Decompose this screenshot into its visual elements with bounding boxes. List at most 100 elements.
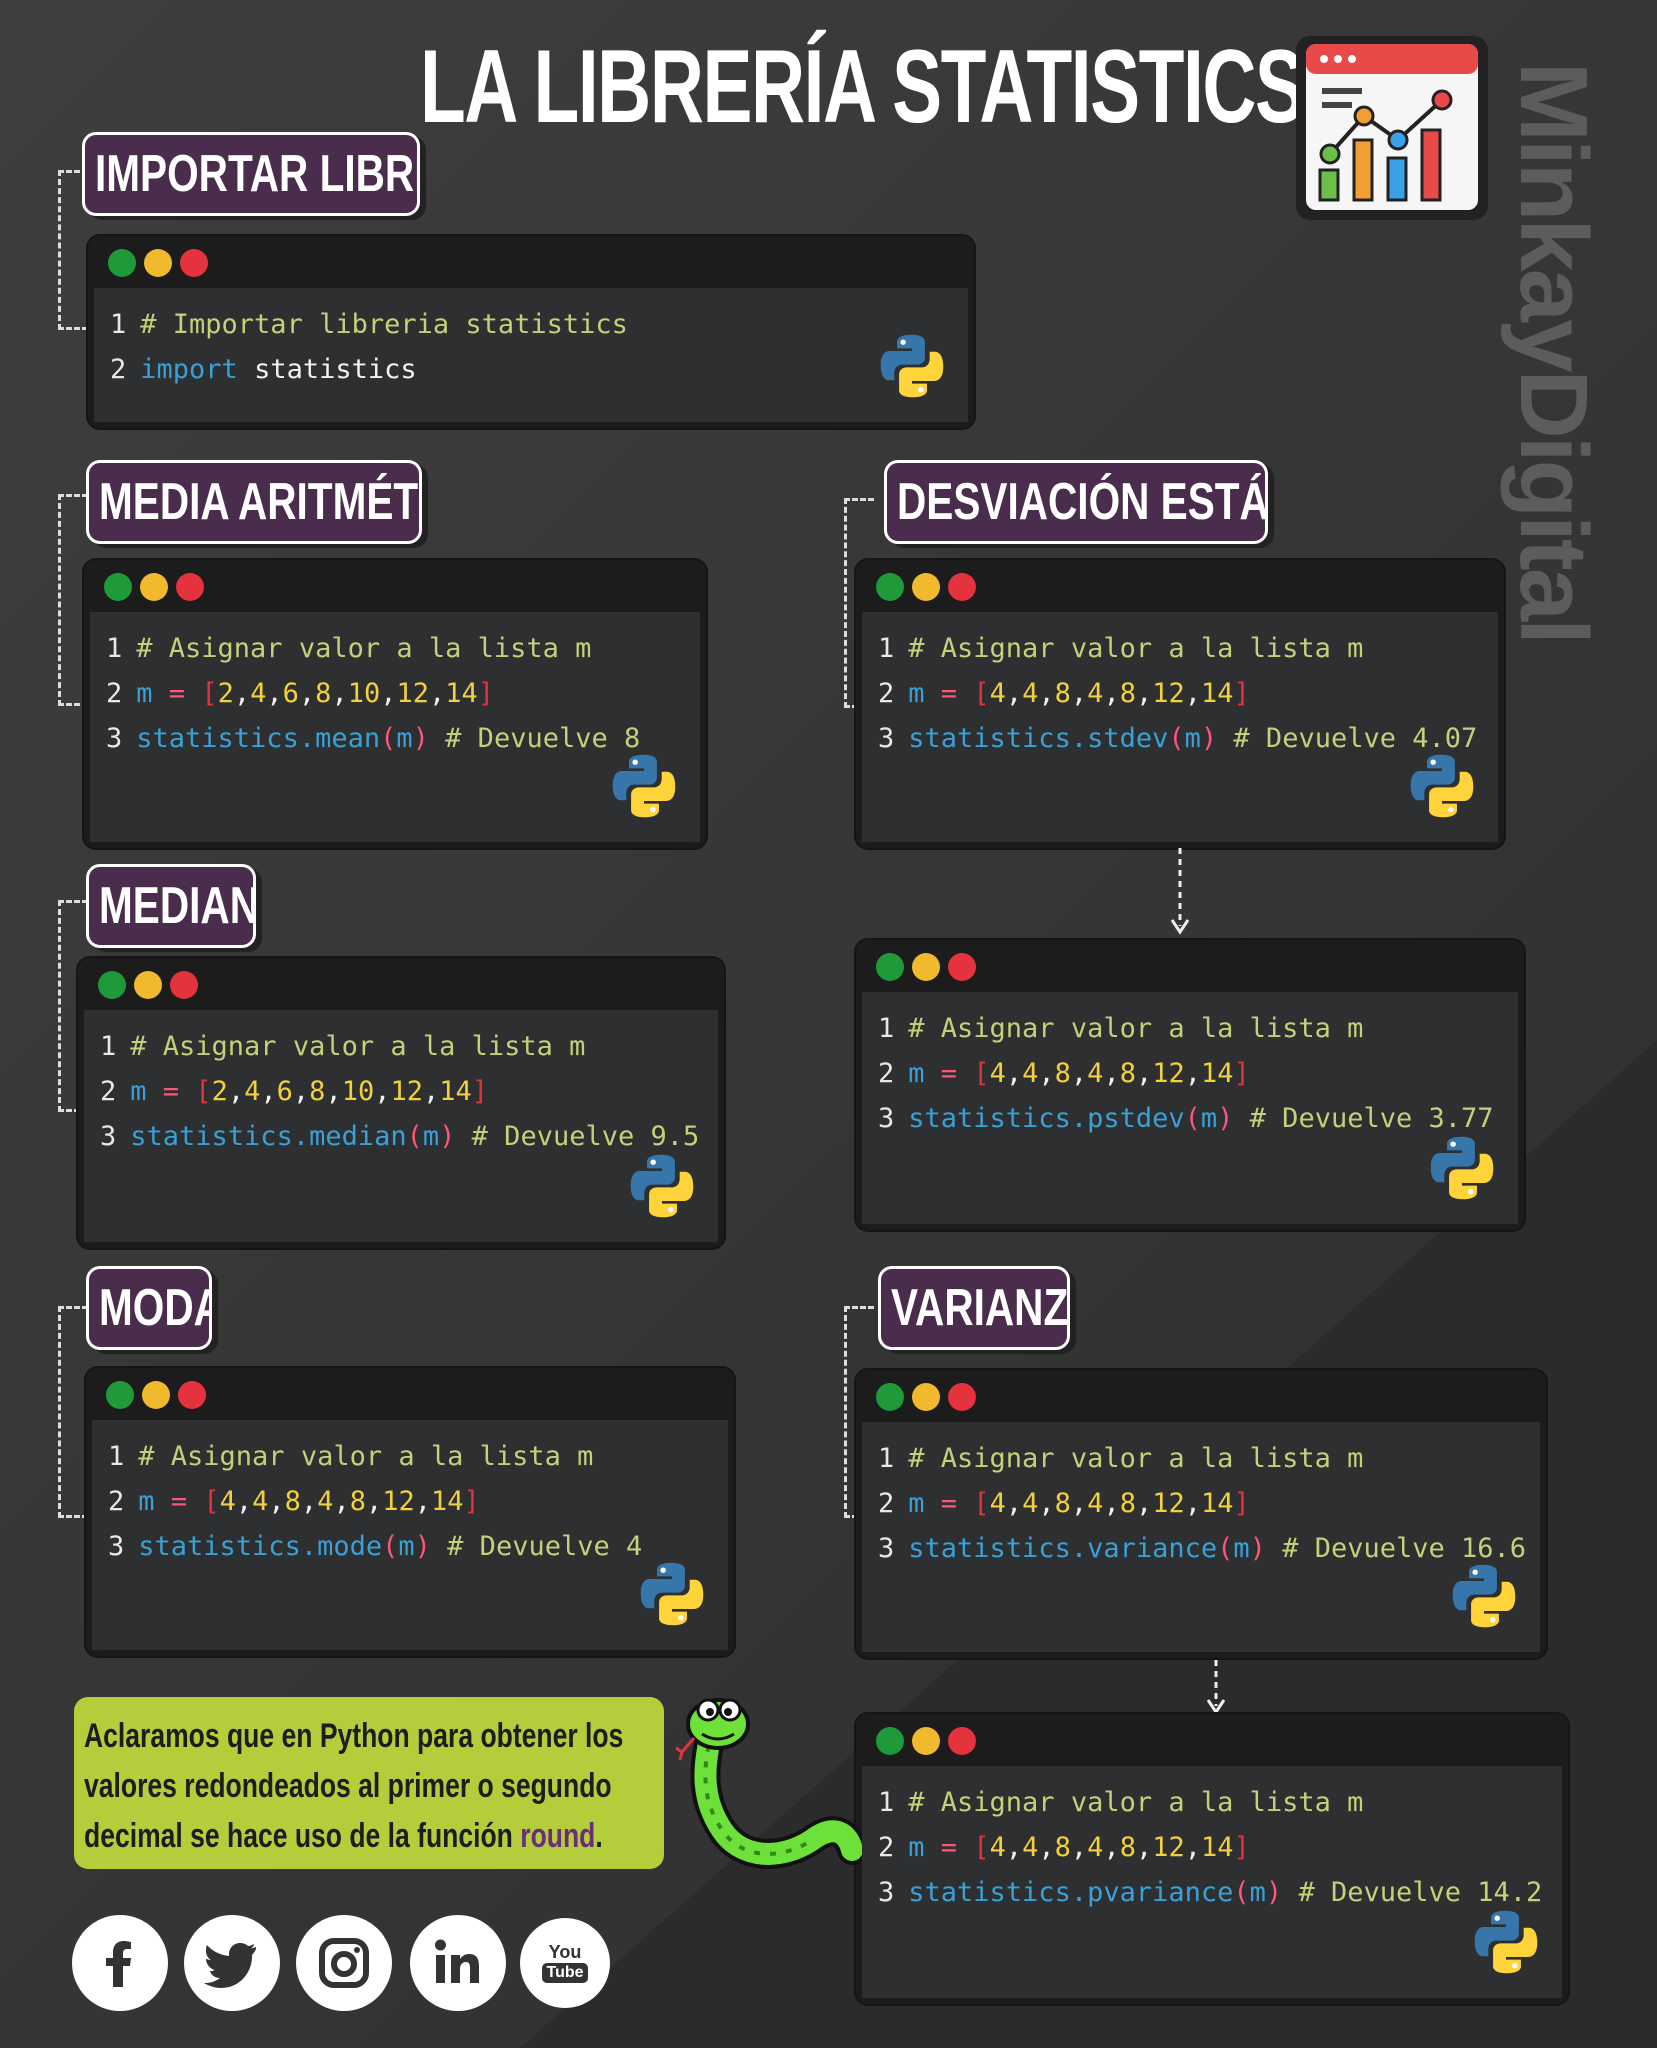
code-bracket: ] bbox=[1233, 1832, 1250, 1863]
line-number: 3 bbox=[878, 1877, 895, 1908]
code-paren: ) bbox=[1217, 1103, 1234, 1134]
code-number: 4 bbox=[989, 1488, 1006, 1519]
instagram-icon bbox=[319, 1938, 369, 1988]
chart-dashboard-icon bbox=[1296, 36, 1488, 220]
section-label-median: MEDIANA bbox=[86, 864, 256, 948]
red-dot-icon bbox=[948, 573, 976, 601]
page-title: LA LIBRERÍA STATISTICS bbox=[420, 29, 1305, 145]
code-comment: # Asignar valor a la lista m bbox=[908, 1013, 1364, 1044]
code-bracket: ] bbox=[1233, 1058, 1250, 1089]
code-variable: m bbox=[138, 1486, 155, 1517]
code-bracket: ] bbox=[471, 1076, 489, 1107]
section-label-variance: VARIANZA bbox=[878, 1266, 1070, 1350]
green-dot-icon bbox=[106, 1381, 134, 1409]
code-number: 8 bbox=[1054, 1832, 1071, 1863]
code-variable: m bbox=[908, 1488, 925, 1519]
code-bracket: ] bbox=[477, 678, 495, 709]
code-paren: ( bbox=[1184, 1103, 1201, 1134]
red-dot-icon bbox=[948, 1727, 976, 1755]
code-paren: ( bbox=[380, 723, 397, 754]
yellow-dot-icon bbox=[134, 971, 162, 999]
code-number: 4 bbox=[250, 678, 267, 709]
code-number: 12 bbox=[390, 1076, 423, 1107]
code-operator: = bbox=[924, 678, 974, 709]
python-logo-icon bbox=[1452, 1564, 1516, 1628]
code-line: 2 import statistics bbox=[110, 354, 417, 385]
youtube-button[interactable]: You Tube bbox=[520, 1918, 610, 2008]
code-number: 8 bbox=[349, 1486, 366, 1517]
code-number: 4 bbox=[1087, 678, 1104, 709]
line-number: 1 bbox=[878, 1013, 895, 1044]
code-variable: m bbox=[908, 1832, 925, 1863]
code-variable: m bbox=[422, 1121, 440, 1152]
code-comma: , bbox=[1184, 678, 1202, 709]
window-controls bbox=[862, 1722, 1562, 1760]
code-space bbox=[455, 1121, 471, 1152]
note-end: . bbox=[595, 1817, 603, 1855]
code-comma: , bbox=[1038, 1832, 1055, 1863]
code-line: 1 # Asignar valor a la lista m bbox=[878, 1436, 1524, 1481]
code-variable: m bbox=[1184, 723, 1201, 754]
code-number: 4 bbox=[989, 1058, 1006, 1089]
green-dot-icon bbox=[876, 1383, 904, 1411]
code-comma: , bbox=[233, 678, 251, 709]
code-bracket: ] bbox=[1233, 1488, 1250, 1519]
code-number: 6 bbox=[282, 678, 299, 709]
linkedin-button[interactable] bbox=[410, 1915, 506, 2011]
code-space bbox=[1217, 723, 1233, 754]
code-number: 8 bbox=[284, 1486, 301, 1517]
code-comment: # Devuelve 8 bbox=[445, 723, 641, 754]
code-number: 8 bbox=[1119, 678, 1136, 709]
connector-mean bbox=[58, 494, 88, 706]
code-space bbox=[429, 723, 445, 754]
yellow-dot-icon bbox=[144, 249, 172, 277]
code-comma: , bbox=[1135, 1488, 1153, 1519]
line-number: 2 bbox=[878, 1488, 895, 1519]
code-number: 8 bbox=[315, 678, 332, 709]
linkedin-icon bbox=[435, 1939, 479, 1983]
code-number: 4 bbox=[252, 1486, 269, 1517]
code-function: statistics.median bbox=[130, 1121, 407, 1152]
code-number: 12 bbox=[1152, 1832, 1185, 1863]
code-operator: = bbox=[924, 1488, 974, 1519]
code-number: 12 bbox=[1152, 678, 1185, 709]
code-area: 1 # Importar libreria statistics 2 import … bbox=[94, 288, 968, 422]
python-logo-icon bbox=[612, 754, 676, 818]
line-number: 1 bbox=[108, 1441, 125, 1472]
facebook-icon bbox=[106, 1941, 131, 1987]
code-bracket: ] bbox=[1233, 678, 1250, 709]
code-number: 8 bbox=[1054, 678, 1071, 709]
code-line: 1 # Importar libreria statistics bbox=[110, 309, 628, 340]
twitter-button[interactable] bbox=[184, 1915, 280, 2011]
code-operator: = bbox=[924, 1058, 974, 1089]
code-line: 3 statistics.pstdev(m) # Devuelve 3.77 bbox=[878, 1096, 1502, 1141]
code-comma: , bbox=[260, 1076, 277, 1107]
green-dot-icon bbox=[98, 971, 126, 999]
code-comma: , bbox=[1135, 678, 1153, 709]
red-dot-icon bbox=[178, 1381, 206, 1409]
window-controls bbox=[92, 1376, 728, 1414]
youtube-icon: You Tube bbox=[542, 1943, 588, 1983]
code-comma: , bbox=[1184, 1488, 1202, 1519]
code-number: 4 bbox=[219, 1486, 236, 1517]
line-number: 3 bbox=[108, 1531, 125, 1562]
connector-median bbox=[58, 900, 88, 1112]
window-controls bbox=[94, 244, 968, 282]
green-dot-icon bbox=[108, 249, 136, 277]
window-controls bbox=[862, 568, 1498, 606]
code-number: 4 bbox=[1022, 1832, 1039, 1863]
code-comma: , bbox=[1184, 1832, 1202, 1863]
code-comment: # Devuelve 14.2 bbox=[1298, 1877, 1543, 1908]
line-number: 1 bbox=[878, 1443, 895, 1474]
instagram-button[interactable] bbox=[296, 1915, 392, 2011]
code-number: 14 bbox=[1201, 678, 1234, 709]
facebook-button[interactable] bbox=[72, 1915, 168, 2011]
